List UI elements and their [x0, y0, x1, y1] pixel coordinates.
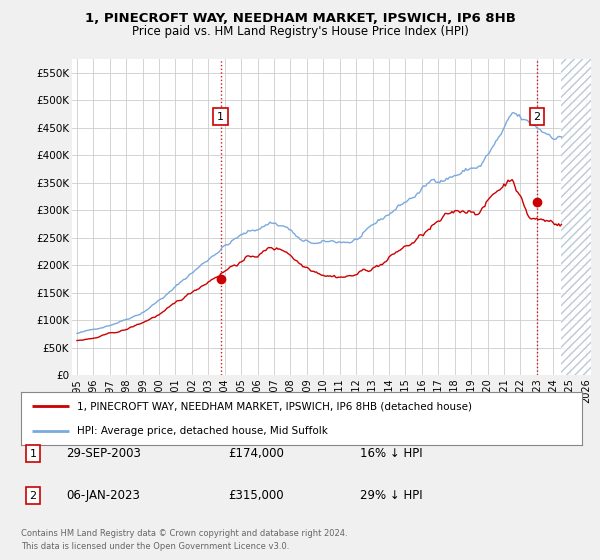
- Text: 16% ↓ HPI: 16% ↓ HPI: [360, 447, 422, 460]
- Text: 2: 2: [29, 491, 37, 501]
- Text: 29% ↓ HPI: 29% ↓ HPI: [360, 489, 422, 502]
- Text: Price paid vs. HM Land Registry's House Price Index (HPI): Price paid vs. HM Land Registry's House …: [131, 25, 469, 38]
- Text: HPI: Average price, detached house, Mid Suffolk: HPI: Average price, detached house, Mid …: [77, 426, 328, 436]
- Text: £174,000: £174,000: [228, 447, 284, 460]
- Text: Contains HM Land Registry data © Crown copyright and database right 2024.: Contains HM Land Registry data © Crown c…: [21, 529, 347, 538]
- Text: 1: 1: [217, 111, 224, 122]
- Text: 1, PINECROFT WAY, NEEDHAM MARKET, IPSWICH, IP6 8HB: 1, PINECROFT WAY, NEEDHAM MARKET, IPSWIC…: [85, 12, 515, 25]
- Text: 2: 2: [533, 111, 541, 122]
- Text: 06-JAN-2023: 06-JAN-2023: [66, 489, 140, 502]
- Text: 1, PINECROFT WAY, NEEDHAM MARKET, IPSWICH, IP6 8HB (detached house): 1, PINECROFT WAY, NEEDHAM MARKET, IPSWIC…: [77, 402, 472, 412]
- Text: £315,000: £315,000: [228, 489, 284, 502]
- Bar: [562, 59, 591, 375]
- Text: This data is licensed under the Open Government Licence v3.0.: This data is licensed under the Open Gov…: [21, 542, 289, 550]
- Text: 29-SEP-2003: 29-SEP-2003: [66, 447, 141, 460]
- Text: 1: 1: [29, 449, 37, 459]
